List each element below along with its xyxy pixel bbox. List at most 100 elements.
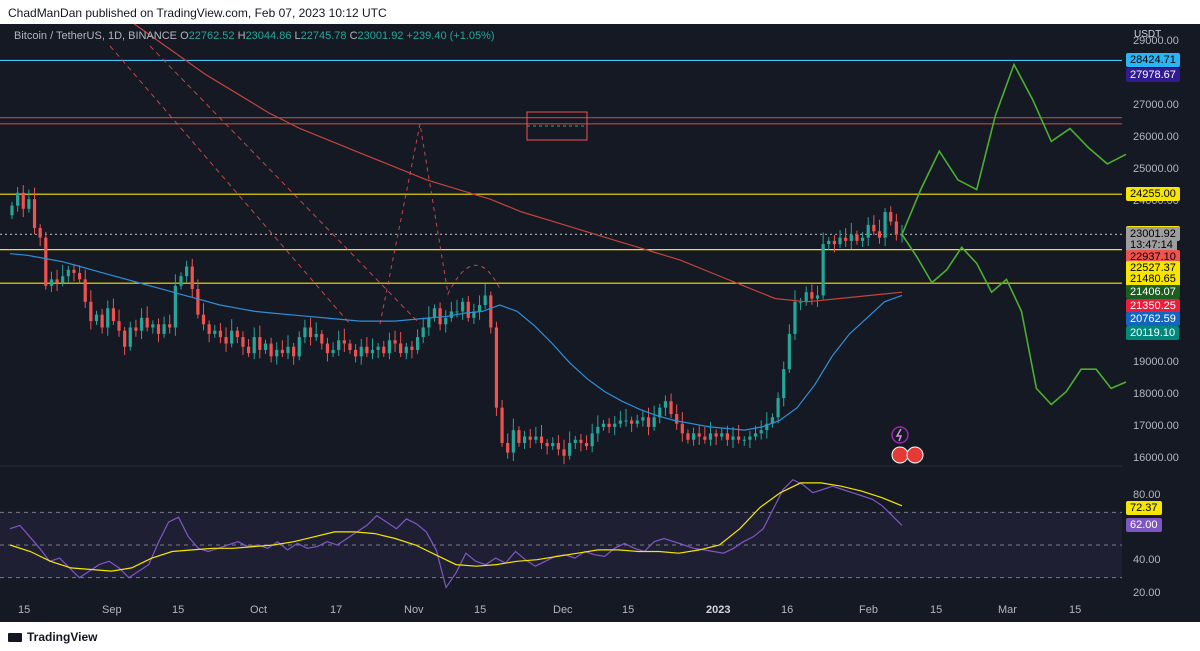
time-tick-label: 15 bbox=[930, 604, 943, 616]
rsi-line bbox=[9, 478, 903, 589]
candle-body bbox=[793, 301, 797, 334]
candle-body bbox=[16, 192, 20, 206]
candle-body bbox=[883, 212, 887, 238]
time-tick-label: 2023 bbox=[706, 604, 731, 616]
candle-body bbox=[246, 346, 251, 354]
time-tick-label: 15 bbox=[474, 604, 487, 616]
candle-body bbox=[748, 436, 752, 440]
candle-body bbox=[759, 430, 763, 434]
candle-body bbox=[292, 346, 296, 357]
brand-name: TradingView bbox=[27, 630, 98, 644]
time-tick-label: Nov bbox=[404, 604, 424, 616]
chart-frame[interactable]: Bitcoin / TetherUS, 1D, BINANCE O22762.5… bbox=[0, 24, 1200, 622]
candle-body bbox=[545, 442, 549, 447]
candle-body bbox=[213, 330, 217, 334]
ema-line bbox=[9, 253, 903, 431]
candle-body bbox=[799, 301, 803, 303]
time-tick-label: 15 bbox=[1069, 604, 1082, 616]
candle-body bbox=[607, 423, 611, 427]
candle-body bbox=[207, 324, 211, 334]
candle-body bbox=[77, 272, 82, 280]
candle-body bbox=[860, 237, 865, 241]
trend-line-dashed bbox=[149, 45, 421, 325]
flash-icon bbox=[891, 426, 909, 444]
candle-body bbox=[393, 340, 397, 344]
candle-body bbox=[725, 433, 729, 440]
rsi-tag: 62.00 bbox=[1126, 518, 1162, 533]
chart-canvas[interactable] bbox=[0, 24, 1200, 622]
candle-body bbox=[387, 340, 392, 354]
candle-body bbox=[438, 308, 442, 325]
candle-body bbox=[27, 199, 31, 209]
candle-body bbox=[737, 436, 741, 440]
candle-body bbox=[466, 301, 470, 318]
price-tag: 21480.65 bbox=[1126, 271, 1180, 286]
publisher-bar: ChadManDan published on TradingView.com,… bbox=[0, 0, 1200, 24]
candle-body bbox=[72, 269, 76, 273]
high-key: H bbox=[237, 30, 246, 42]
candle-body bbox=[370, 349, 375, 354]
candle-body bbox=[691, 433, 696, 440]
candle-body bbox=[263, 343, 268, 350]
candle-body bbox=[331, 349, 335, 354]
candle-body bbox=[134, 327, 138, 331]
candle-body bbox=[280, 349, 284, 354]
candle-body bbox=[804, 292, 808, 302]
candle-body bbox=[652, 417, 656, 427]
trend-line-dashed bbox=[109, 45, 351, 325]
candle-body bbox=[303, 327, 307, 338]
candle-body bbox=[663, 401, 668, 408]
candle-body bbox=[444, 317, 448, 325]
candle-body bbox=[680, 423, 684, 434]
candle-body bbox=[866, 224, 870, 238]
tradingview-logo[interactable]: TradingView bbox=[8, 630, 97, 644]
candle-body bbox=[94, 314, 99, 322]
us-flag-icon bbox=[891, 446, 909, 464]
candle-body bbox=[156, 324, 161, 334]
candle-body bbox=[703, 436, 707, 440]
high-value: 23044.86 bbox=[245, 30, 292, 42]
candle-body bbox=[618, 420, 622, 424]
candle-body bbox=[38, 228, 42, 238]
candle-body bbox=[66, 269, 70, 277]
candle-body bbox=[123, 330, 127, 347]
time-tick-label: 15 bbox=[622, 604, 635, 616]
price-tick-label: 26000.00 bbox=[1133, 131, 1179, 144]
candle-body bbox=[224, 337, 228, 344]
time-tick-label: Feb bbox=[859, 604, 878, 616]
price-tag: 28424.71 bbox=[1126, 53, 1180, 68]
moving-average-line bbox=[133, 24, 903, 303]
price-tag: 13:47:14 bbox=[1126, 238, 1177, 253]
us-flag-icon bbox=[906, 446, 924, 464]
rsi-tag: 72.37 bbox=[1126, 501, 1162, 516]
candle-body bbox=[855, 234, 859, 241]
candle-body bbox=[348, 343, 352, 350]
candle-body bbox=[286, 346, 290, 354]
candle-body bbox=[337, 340, 341, 350]
close-key: C bbox=[349, 30, 358, 42]
candle-body bbox=[534, 436, 538, 440]
candle-body bbox=[635, 420, 639, 424]
candle-body bbox=[601, 423, 606, 427]
candle-body bbox=[399, 343, 403, 354]
time-tick-label: Sep bbox=[102, 604, 122, 616]
price-tick-label: 19000.00 bbox=[1133, 355, 1179, 368]
candle-body bbox=[872, 224, 876, 232]
candle-body bbox=[320, 333, 324, 344]
candle-body bbox=[584, 442, 589, 447]
candle-body bbox=[776, 398, 780, 418]
candle-body bbox=[185, 266, 189, 277]
candle-body bbox=[579, 439, 583, 443]
rsi-tick-label: 20.00 bbox=[1133, 587, 1161, 599]
price-tick-label: 18000.00 bbox=[1133, 387, 1179, 400]
candle-body bbox=[511, 430, 515, 453]
candle-body bbox=[432, 308, 437, 318]
candle-body bbox=[472, 311, 476, 318]
candle-body bbox=[714, 433, 718, 437]
candle-body bbox=[449, 311, 453, 318]
price-tag: 22937.10 bbox=[1126, 249, 1180, 264]
candle-body bbox=[731, 436, 735, 440]
candle-body bbox=[562, 449, 566, 456]
forecast-path-down bbox=[901, 234, 1127, 406]
candle-body bbox=[765, 423, 769, 431]
